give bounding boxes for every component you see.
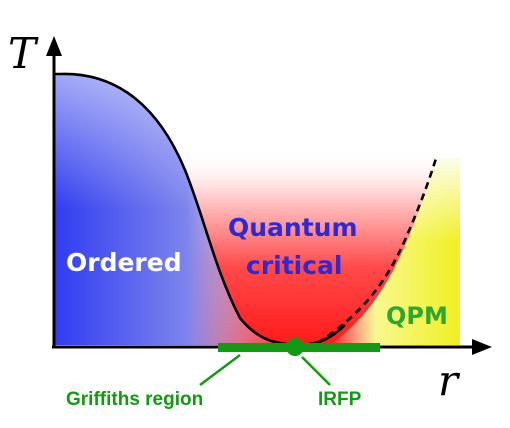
irfp-label: IRFP xyxy=(318,389,362,410)
qpm-fade xyxy=(330,158,460,345)
qpm-label: QPM xyxy=(386,302,448,330)
griffiths-region-label: Griffiths region xyxy=(66,389,203,410)
ordered-fade xyxy=(54,73,295,345)
quantum-critical-label-line1: Quantum xyxy=(228,213,358,242)
left-margin xyxy=(0,0,53,428)
griffiths-pointer xyxy=(199,354,241,386)
x-axis-arrow xyxy=(472,339,492,355)
quantum-critical-region xyxy=(168,150,440,345)
irfp-point xyxy=(286,338,304,356)
irfp-pointer xyxy=(301,356,331,386)
x-axis-label: r xyxy=(438,356,461,405)
crossover-dashed xyxy=(317,154,439,345)
y-axis-arrow xyxy=(46,36,62,56)
ordered-label: Ordered xyxy=(66,248,182,277)
y-axis-label: T xyxy=(8,29,39,78)
quantum-critical-label-line2: critical xyxy=(246,251,343,280)
